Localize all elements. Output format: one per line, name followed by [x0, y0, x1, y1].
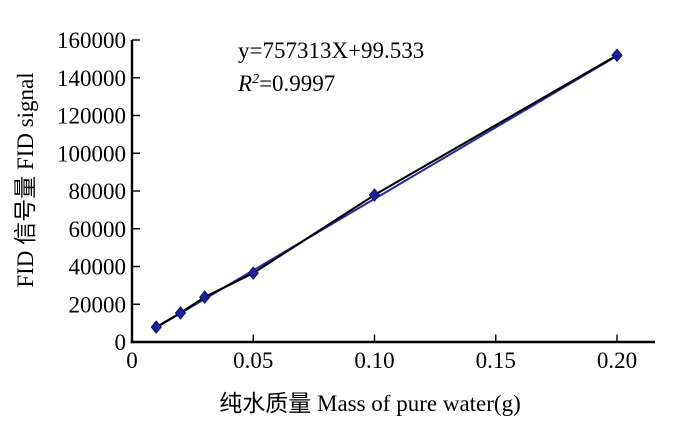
trendline-annotation: y=757313X+99.533 R2=0.9997 — [238, 34, 424, 100]
data-point-marker — [247, 266, 259, 280]
r-exponent: 2 — [252, 72, 260, 87]
y-tick-label: 0 — [115, 330, 127, 355]
data-point-marker — [174, 306, 187, 320]
y-tick-label: 80000 — [69, 179, 127, 204]
data-line — [155, 54, 618, 328]
x-tick-label: 0.15 — [476, 348, 516, 373]
x-tick-label: 0.05 — [233, 348, 273, 373]
data-point-marker — [611, 48, 623, 63]
y-tick-label: 40000 — [69, 255, 127, 280]
y-tick-label: 100000 — [57, 141, 126, 166]
equation-text: y=757313X+99.533 — [238, 38, 425, 63]
y-tick-label: 140000 — [57, 66, 126, 91]
y-tick-label: 20000 — [69, 292, 127, 317]
data-point-marker — [150, 320, 162, 334]
x-tick-label: 0.10 — [354, 348, 394, 373]
data-point-marker — [199, 290, 211, 304]
r-squared-value: =0.9997 — [259, 71, 336, 96]
data-point-marker — [368, 188, 381, 202]
x-tick-label: 0 — [126, 348, 138, 373]
r-squared-text: R2=0.9997 — [238, 67, 424, 100]
y-tick-label: 160000 — [57, 28, 126, 53]
y-tick-label: 120000 — [57, 104, 126, 129]
r-symbol: R — [238, 71, 253, 96]
y-tick-label: 60000 — [69, 217, 127, 242]
x-tick-label: 0.20 — [597, 348, 637, 373]
x-axis-title: 纯水质量 Mass of pure water(g) — [219, 391, 521, 416]
y-axis-title: FID 信号量 FID signal — [13, 72, 38, 288]
